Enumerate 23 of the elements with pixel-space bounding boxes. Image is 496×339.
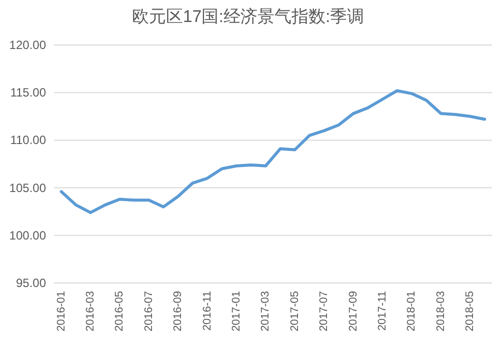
x-tick-label: 2018-05 [464,291,476,332]
x-tick-label: 2016-09 [172,291,184,332]
x-tick-label: 2016-03 [84,291,96,332]
y-tick-label: 110.00 [10,133,46,148]
y-tick-label: 95.00 [16,276,46,290]
x-tick-label: 2016-07 [142,291,155,332]
x-tick-label: 2017-01 [230,291,242,332]
x-tick-label: 2017-03 [260,291,272,332]
chart-title: 欧元区17国:经济景气指数:季调 [132,7,364,26]
x-tick-label: 2018-01 [406,291,418,332]
x-tick-label: 2016-11 [201,291,214,331]
y-tick-label: 115.00 [10,86,46,100]
y-tick-label: 105.00 [9,180,46,195]
x-tick-label: 2017-05 [288,291,301,332]
y-tick-label: 100.00 [9,228,46,242]
y-tick-label: 120.00 [9,38,46,52]
x-tick-label: 2016-01 [55,291,68,332]
line-series [60,89,486,214]
x-tick-label: 2017-07 [318,291,330,332]
x-tick-label: 2018-03 [434,291,447,332]
x-tick-label: 2017-11 [376,291,388,331]
x-tick-label: 2016-05 [114,291,126,332]
x-tick-label: 2017-09 [347,291,360,332]
